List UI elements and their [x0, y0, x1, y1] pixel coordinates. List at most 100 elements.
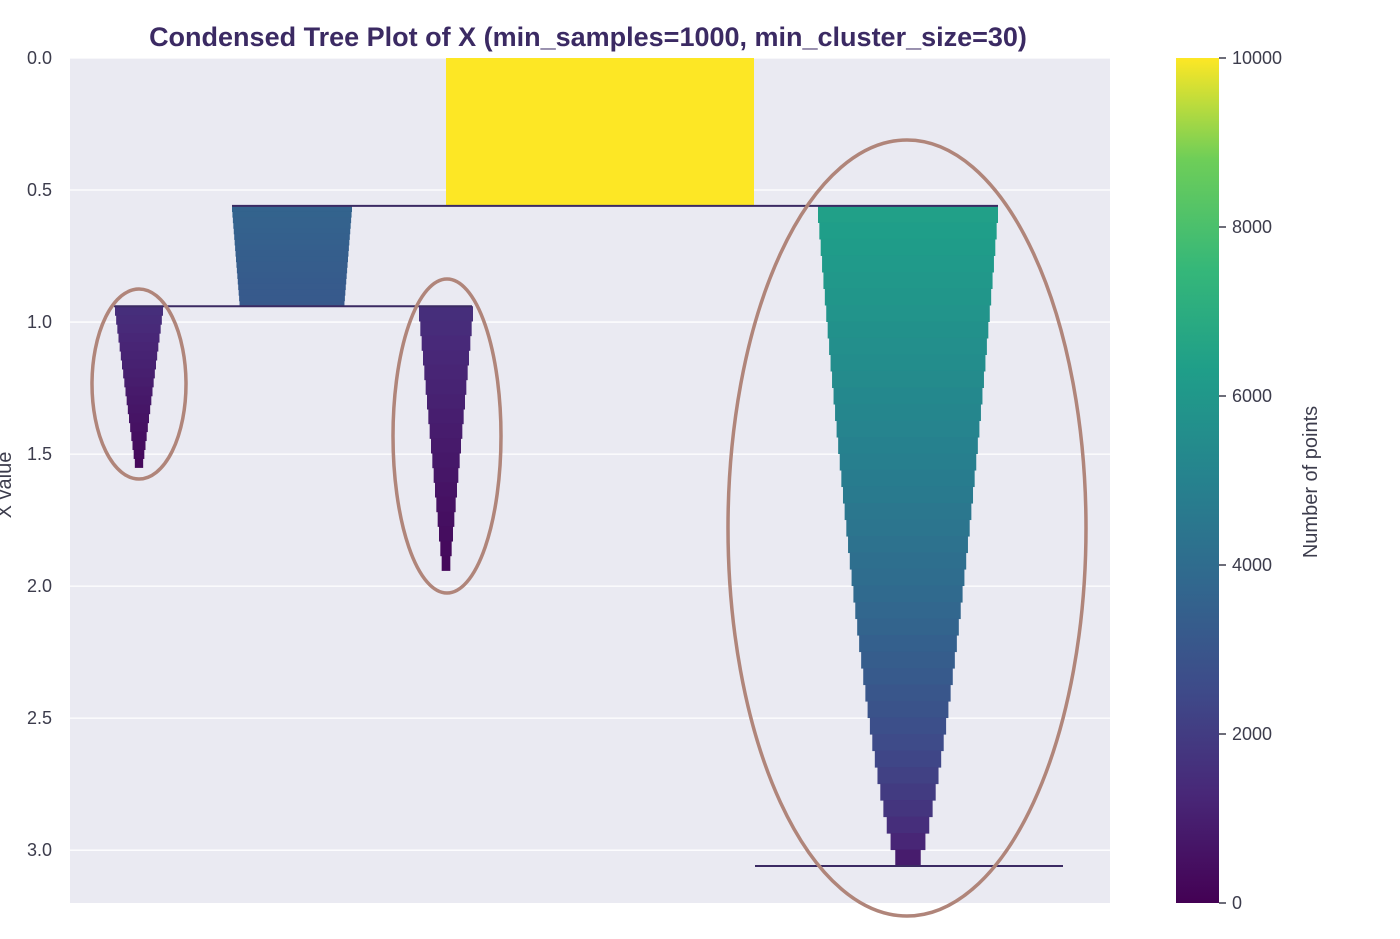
y-tick-label: 0.0	[27, 48, 52, 68]
branch-segment	[236, 267, 348, 274]
branch-segment	[236, 261, 348, 268]
branch-segment	[867, 700, 949, 719]
branch-segment	[819, 222, 997, 240]
branch-segment	[439, 526, 453, 542]
branch-segment	[874, 750, 942, 768]
branch-segment	[440, 540, 452, 557]
branch-segment	[420, 320, 472, 337]
branch-segment	[895, 849, 921, 867]
branch-segment	[238, 283, 346, 291]
y-tick-label: 1.5	[27, 444, 52, 464]
branch-segment	[441, 555, 451, 571]
y-tick-label: 3.0	[27, 840, 52, 860]
selection-ellipse-leaf-middle	[391, 277, 503, 595]
branch-segment	[886, 816, 930, 834]
branch-segment	[234, 239, 350, 246]
branch-segment	[126, 395, 152, 406]
branch-segment	[127, 404, 151, 415]
branch-segment	[846, 519, 970, 537]
branch-segment	[423, 350, 469, 366]
branch-segment	[120, 350, 158, 361]
y-tick-label: 2.0	[27, 576, 52, 596]
branch-segment	[848, 535, 968, 554]
branch-segment	[122, 359, 156, 370]
branch-segment	[131, 431, 147, 442]
branch-segment	[234, 233, 350, 240]
branch-segment	[851, 568, 965, 587]
branch-segment	[849, 552, 967, 570]
branch-segment	[822, 255, 994, 273]
branch-segment	[432, 452, 460, 469]
branch-segment	[239, 295, 345, 302]
branch-segment	[232, 205, 352, 213]
branch-segment	[433, 467, 459, 483]
branch-segment	[818, 205, 998, 223]
branch-segment	[853, 585, 963, 603]
y-axis-label: X value	[0, 452, 16, 519]
branch-segment	[124, 377, 154, 388]
colorbar-tick-label: 8000	[1232, 217, 1272, 237]
branch-segment	[855, 601, 961, 620]
y-tick-label: 2.5	[27, 708, 52, 728]
branch-segment	[863, 667, 953, 686]
branch-segment	[424, 364, 468, 381]
colorbar-tick-label: 0	[1232, 893, 1242, 913]
branch-segment	[890, 833, 926, 851]
colorbar-tick-label: 4000	[1232, 555, 1272, 575]
branch-segment	[236, 256, 348, 263]
selection-ellipse-leaf-far-left	[90, 287, 188, 481]
branch-segment	[431, 438, 461, 454]
branch-segment	[436, 496, 456, 513]
branch-segment	[235, 244, 349, 252]
branch-segment	[869, 717, 947, 735]
branch-segment	[829, 337, 987, 356]
branch-segment	[239, 300, 345, 307]
branch-segment	[880, 783, 936, 801]
selection-ellipse-leaf-right	[726, 138, 1088, 918]
colorbar-tick-label: 6000	[1232, 386, 1272, 406]
branch-segment	[883, 800, 933, 818]
branch-segment	[235, 250, 349, 257]
branch-segment	[827, 321, 989, 339]
branch-segment	[123, 368, 155, 379]
y-tick-label: 1.0	[27, 312, 52, 332]
branch-left-parent	[232, 205, 352, 307]
colorbar-tick-label: 2000	[1232, 724, 1272, 744]
branch-segment	[233, 222, 351, 229]
branch-segment	[437, 511, 455, 527]
branch-segment	[857, 618, 959, 636]
branch-segment	[446, 58, 754, 207]
branch-segment	[820, 238, 996, 256]
branch-segment	[129, 413, 149, 424]
branch-leaf-right	[818, 205, 998, 867]
branch-segment	[835, 403, 981, 422]
branch-segment	[833, 387, 983, 405]
branch-segment	[823, 271, 993, 289]
branch-segment	[134, 458, 144, 468]
colorbar-label: Number of points	[1300, 406, 1322, 558]
branch-segment	[865, 684, 951, 702]
split-lines	[114, 204, 1063, 868]
branch-segment	[859, 634, 957, 653]
branch-segment	[116, 315, 162, 325]
branch-segment	[429, 423, 463, 439]
branch-segment	[877, 767, 939, 785]
branch-segment	[428, 408, 464, 425]
branch-segment	[237, 272, 347, 279]
branch-segment	[842, 486, 974, 504]
branch-segment	[844, 502, 972, 521]
chart-title: Condensed Tree Plot of X (min_samples=10…	[149, 22, 1027, 52]
branch-segment	[824, 288, 992, 306]
branch-segment	[125, 386, 153, 397]
tree-branches	[115, 58, 998, 867]
branch-segment	[826, 304, 990, 323]
branch-segment	[117, 324, 161, 334]
branch-segment	[119, 342, 159, 352]
selected-cluster-ellipses	[90, 138, 1088, 918]
branch-root	[446, 58, 754, 207]
branch-segment	[233, 228, 351, 235]
branch-segment	[232, 217, 352, 224]
branch-segment	[419, 306, 473, 322]
colorbar-tick-label: 10000	[1232, 48, 1282, 68]
